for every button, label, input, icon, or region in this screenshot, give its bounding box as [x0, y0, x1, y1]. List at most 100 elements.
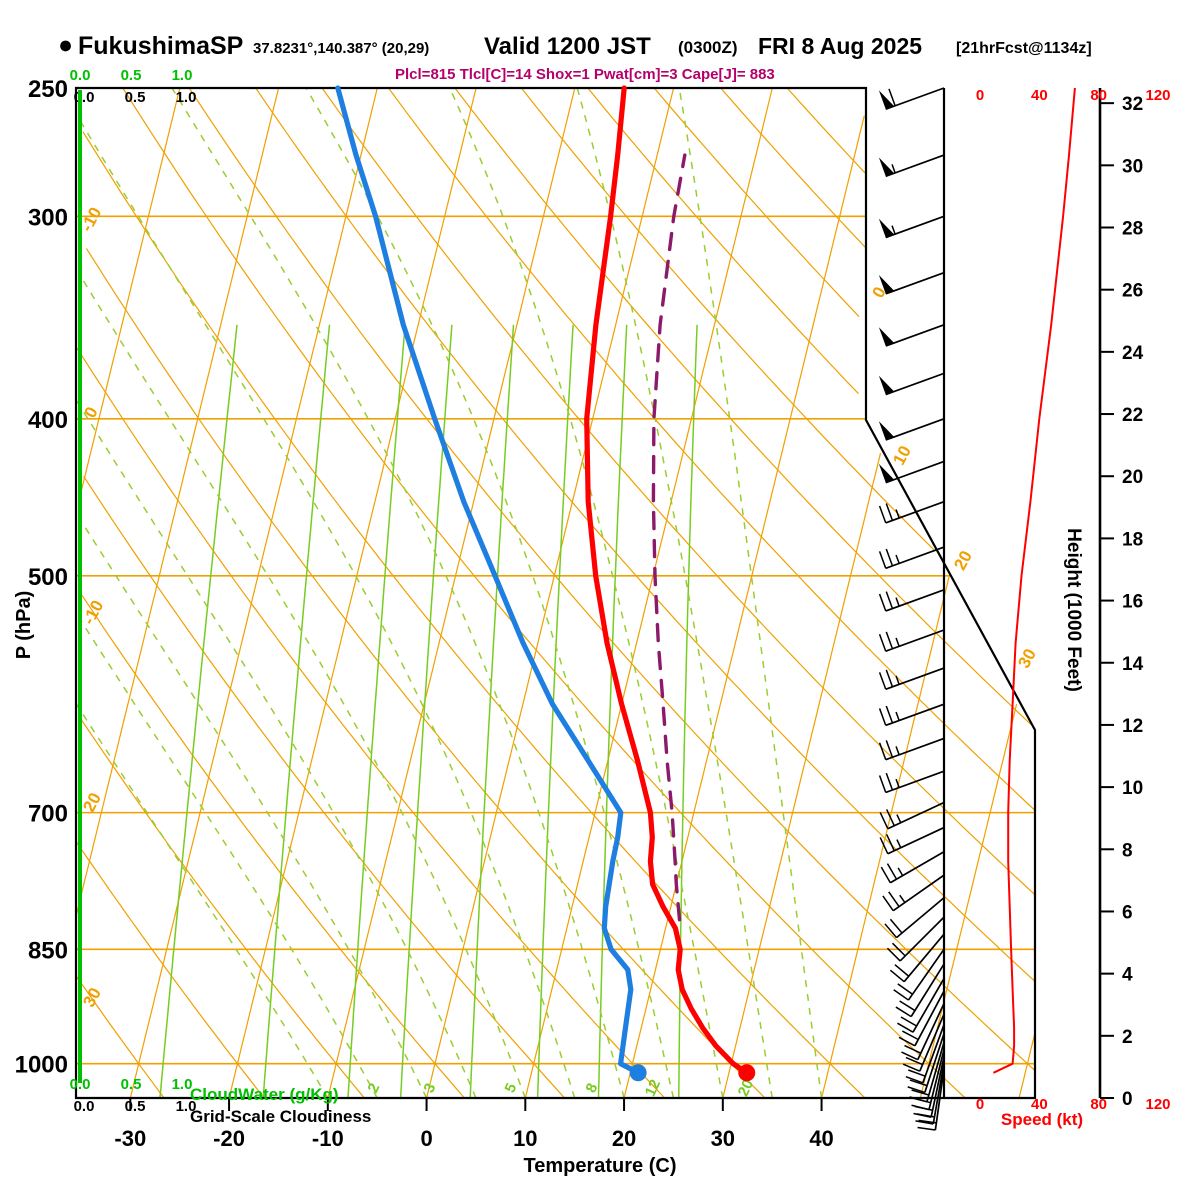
wind-barb [878, 629, 945, 652]
temperature-tick-20: 20 [612, 1126, 636, 1151]
moist-adiabat-35 [576, 87, 773, 1099]
wind-barb [915, 1062, 945, 1125]
height-tick-6: 6 [1122, 902, 1133, 923]
wind-barb [878, 546, 945, 570]
cloudiness-tick-bottom-1.0: 1.0 [176, 1098, 197, 1115]
mixing-ratio-8 [536, 324, 574, 1099]
isotherm--50 [78, 87, 181, 502]
wind-barb [879, 801, 945, 830]
speed-tick-top-80: 80 [1090, 87, 1107, 104]
mixing-ratio-2 [347, 324, 406, 1099]
isotherm-50 [919, 703, 1018, 1099]
wind-barb [907, 1033, 945, 1094]
dry-adiabat-60 [188, 87, 1036, 1072]
speed-tick-top-0: 0 [976, 87, 984, 104]
height-tick-26: 26 [1122, 281, 1143, 302]
wind-barb [902, 1013, 945, 1072]
speed-tick-top-120: 120 [1145, 87, 1170, 104]
valid-date: FRI 8 Aug 2025 [758, 33, 922, 59]
cloudwater-axis-ticks: 0.0 0.5 1.0 0.0 0.5 1.0 0.0 0.5 1.0 0.0 0.5 1.0 [70, 67, 197, 1115]
temperature-tick--30: -30 [114, 1126, 146, 1151]
wind-barb [880, 851, 945, 884]
dry-adiabat-90 [388, 87, 1036, 812]
wind-barb [878, 703, 945, 727]
dry-adiabat-130 [653, 87, 860, 318]
wind-barb-column [878, 87, 945, 1131]
moist-adiabat-0 [78, 516, 428, 1099]
height-tick-12: 12 [1122, 716, 1143, 737]
dry-adiabat-80 [321, 87, 1035, 895]
valid-time: Valid 1200 JST [484, 33, 651, 60]
dry-adiabat-70 [255, 87, 1036, 983]
height-tick-0: 0 [1122, 1089, 1133, 1110]
dry-adiabat-label-4: 30 [79, 985, 105, 1011]
dry-adiabat-100 [454, 87, 1032, 726]
sounding-curves [335, 85, 750, 1076]
dry-adiabat-40 [82, 131, 866, 1099]
station-name: FukushimaSP [78, 32, 243, 60]
dry-adiabat-lines [75, 87, 1036, 1099]
wind-barb [901, 1003, 945, 1061]
surface-markers [629, 1064, 756, 1082]
dry-adiabat-30 [85, 248, 766, 1099]
cloudiness-tick-top-1.0: 1.0 [176, 89, 197, 106]
speed-curve [992, 87, 1076, 1074]
speed-tick-bottom-120: 120 [1145, 1096, 1170, 1113]
moist-adiabat-15 [76, 115, 576, 1099]
dry-adiabat-140 [720, 87, 867, 249]
wind-barb [878, 154, 945, 178]
cloudiness-tick-top-0.5: 0.5 [125, 89, 146, 106]
mixing-ratio-labels: 2 3 5 8 12 20 [364, 1077, 757, 1099]
wind-barb [878, 460, 945, 484]
dry-adiabat--10 [78, 715, 365, 1099]
speed-tick-top-40: 40 [1031, 87, 1048, 104]
wind-barb [878, 87, 945, 111]
wind-barb [897, 978, 945, 1033]
header-block: ● FukushimaSP 37.8231°,140.387° (20,29) … [58, 31, 1092, 83]
temperature-axis-title: Temperature (C) [524, 1155, 677, 1177]
wind-barb [895, 963, 945, 1018]
wind-barb [882, 874, 945, 912]
wind-barb [878, 372, 945, 396]
dry-adiabat-120 [587, 87, 859, 395]
isobar-lines [76, 87, 1035, 1099]
moist-adiabat--5 [77, 616, 378, 1099]
moist-adiabat-5 [76, 400, 477, 1099]
moist-adiabat-25 [305, 87, 675, 1099]
height-tick-2: 2 [1122, 1027, 1133, 1048]
isotherm--30 [129, 87, 378, 1099]
isotherm-20 [623, 115, 865, 1099]
wind-barb [886, 916, 945, 962]
temperature-tick--10: -10 [312, 1126, 344, 1151]
cloudiness-tick-bottom-0.5: 0.5 [125, 1098, 146, 1115]
moist-adiabat-lines [75, 87, 823, 1099]
dry-adiabat-label-7: 20 [950, 548, 976, 574]
surface-temperature-dot [738, 1064, 756, 1082]
mixing-ratio-0.4 [159, 324, 238, 1099]
forecast-stamp: [21hrFcst@1134z] [956, 40, 1092, 57]
height-tick-4: 4 [1122, 965, 1133, 986]
wind-barb [878, 770, 945, 794]
wind-barb [878, 737, 945, 761]
speed-tick-bottom-40: 40 [1031, 1096, 1048, 1113]
mixing-ratio-label-20: 20 [735, 1077, 757, 1099]
wind-barb [878, 271, 945, 295]
temperature-tick--20: -20 [213, 1126, 245, 1151]
temperature-tick-30: 30 [711, 1126, 735, 1151]
cloudwater-axis-title: CloudWater (g/Kg) [190, 1085, 339, 1104]
dry-adiabat--20 [76, 841, 265, 1099]
pressure-tick-300: 300 [28, 204, 68, 231]
isotherm--10 [327, 87, 576, 1099]
pressure-tick-250: 250 [28, 76, 68, 103]
height-axis-title: Height (1000 Feet) [1063, 528, 1084, 692]
wind-barb [878, 588, 945, 612]
wind-barb [893, 948, 945, 1001]
moist-adiabat-20 [171, 87, 625, 1099]
height-tick-30: 30 [1122, 156, 1143, 177]
cloudwater-tick-bottom-0.5: 0.5 [121, 1076, 142, 1093]
isotherm-40 [821, 575, 950, 1099]
mixing-ratio-20 [678, 324, 698, 1098]
